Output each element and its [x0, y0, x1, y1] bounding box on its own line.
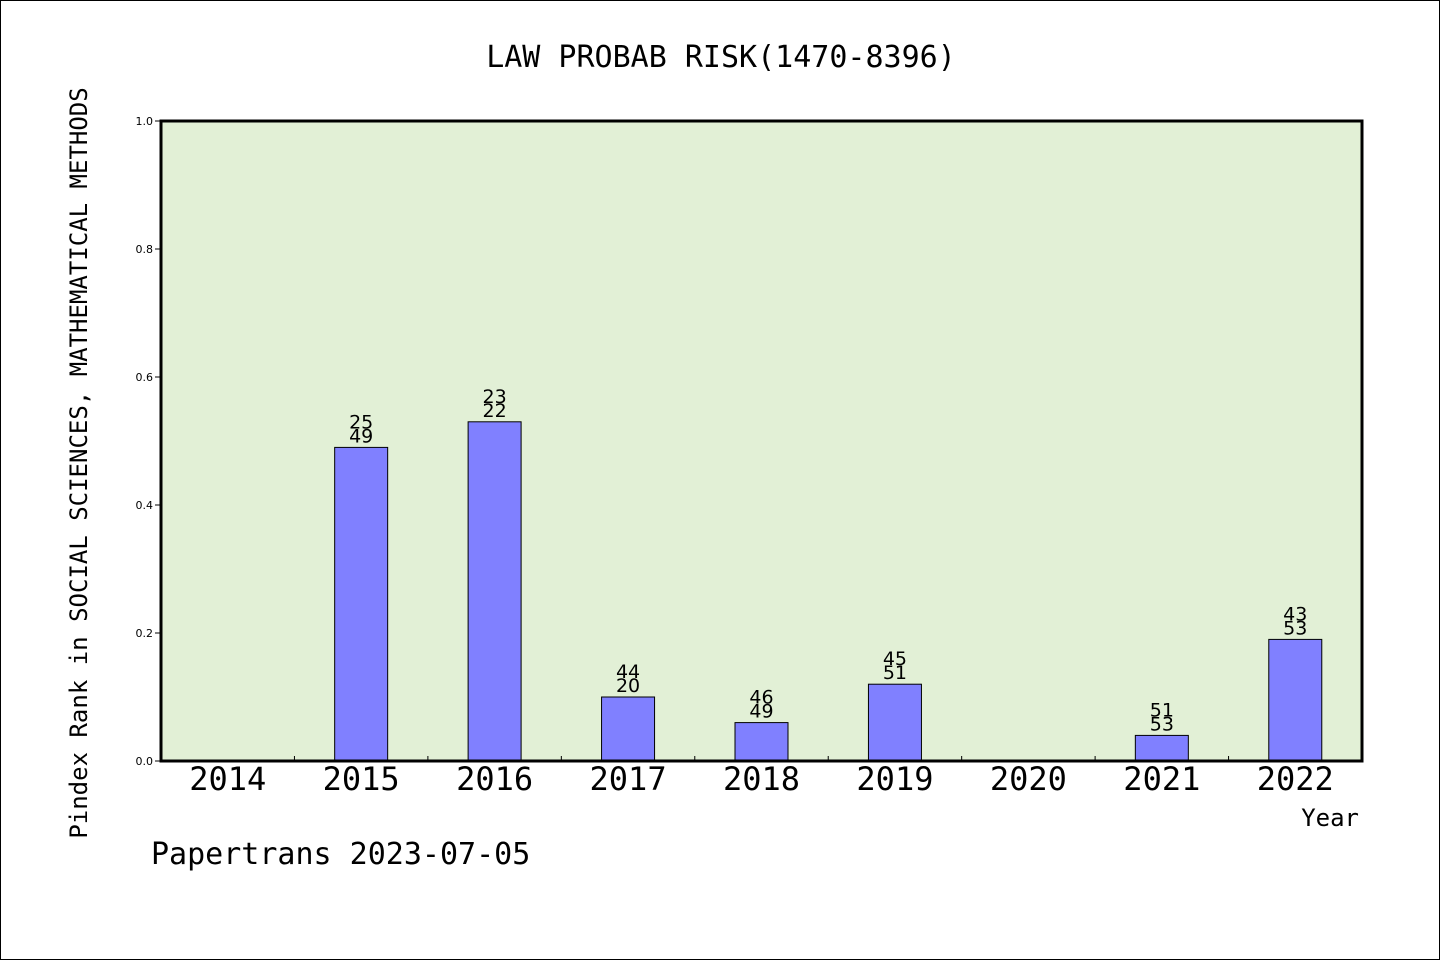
y-tick-label: 0.8 [136, 243, 154, 256]
bar-rank-label: 51 [1150, 699, 1174, 721]
bar-rank-label: 45 [883, 648, 907, 670]
x-tick-label: 2016 [456, 760, 533, 798]
footer-credit: Papertrans 2023-07-05 [151, 837, 530, 872]
y-tick-label: 1.0 [136, 115, 154, 128]
y-axis-label: Pindex Rank in SOCIAL SCIENCES, MATHEMAT… [65, 87, 93, 838]
chart-title: LAW PROBAB RISK(1470-8396) [486, 40, 956, 75]
bar-2017 [601, 696, 656, 762]
bar-2015 [334, 446, 389, 762]
bar-rank-label: 44 [616, 661, 640, 683]
y-tick-label: 0.2 [136, 627, 154, 640]
bar-rank-label: 46 [749, 687, 773, 709]
x-tick-label: 2020 [990, 760, 1067, 798]
bar-2016 [467, 421, 522, 762]
bar-total-label: 51 [883, 662, 907, 684]
bars [334, 421, 1323, 762]
y-tick-label: 0.4 [136, 499, 154, 512]
x-tick-label: 2022 [1257, 760, 1334, 798]
x-tick-label: 2017 [590, 760, 667, 798]
y-tick-label: 0.0 [136, 755, 154, 768]
x-tick-label: 2019 [856, 760, 933, 798]
x-tick-label: 2021 [1123, 760, 1200, 798]
y-tick-label: 0.6 [136, 371, 154, 384]
bar-2021 [1134, 734, 1189, 762]
bar-rank-label: 25 [349, 411, 373, 433]
bar-2019 [867, 683, 922, 762]
bar-rank-label: 23 [483, 386, 507, 408]
bar-total-label: 53 [1283, 617, 1307, 639]
bar-2018 [734, 722, 789, 762]
bar-rank-label: 43 [1283, 603, 1307, 625]
bar-total-label: 22 [483, 400, 507, 422]
bar-total-label: 20 [616, 675, 640, 697]
bar-total-label: 53 [1150, 713, 1174, 735]
bar-total-label: 49 [349, 425, 373, 447]
x-axis-label: Year [1301, 804, 1359, 832]
x-axis-ticks: 2014 2015 2016 2017 2018 2019 2020 2021 2022 [189, 756, 1334, 798]
x-tick-label: 2014 [189, 760, 266, 798]
x-tick-label: 2015 [323, 760, 400, 798]
x-tick-label: 2018 [723, 760, 800, 798]
bar-total-label: 49 [749, 701, 773, 723]
bar-2022 [1268, 638, 1323, 762]
y-axis-ticks: 0.0 0.2 0.4 0.6 0.8 1.0 [136, 115, 161, 768]
plot-border [159, 119, 1364, 763]
